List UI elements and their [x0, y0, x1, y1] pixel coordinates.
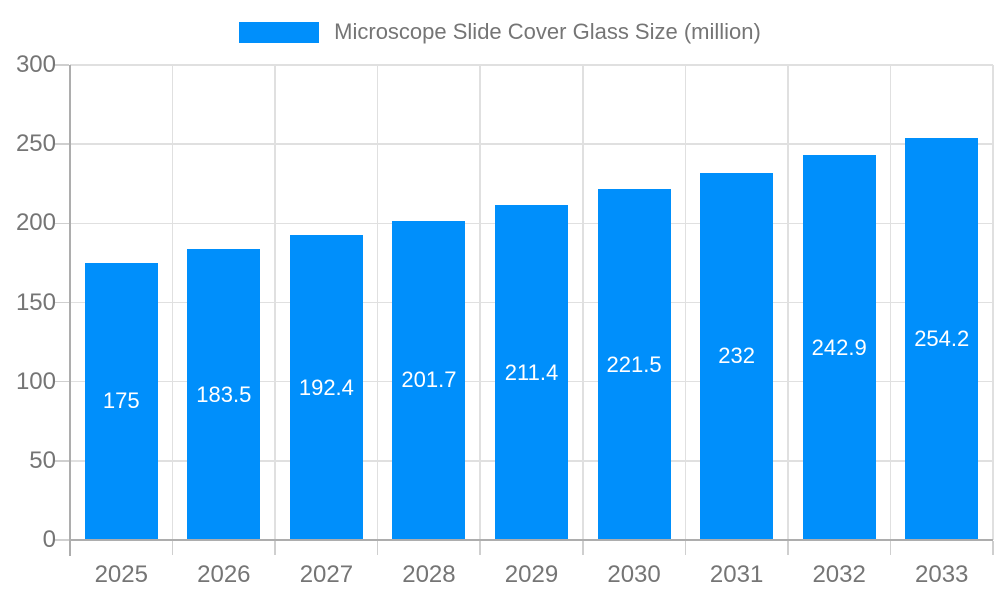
gridline-vertical: [992, 65, 994, 540]
x-axis-label: 2025: [94, 561, 148, 588]
gridline-vertical: [274, 65, 276, 540]
bar-value-label: 183.5: [196, 381, 252, 407]
bar-value-label: 242.9: [811, 334, 867, 360]
gridline-vertical: [479, 65, 481, 540]
y-axis-tick: [55, 222, 69, 225]
legend-swatch: [239, 21, 320, 43]
y-axis-label: 150: [15, 288, 56, 316]
x-axis-label: 2032: [812, 561, 866, 588]
y-axis-label: 300: [15, 51, 56, 78]
bar[interactable]: 192.4: [289, 235, 363, 540]
y-axis-tick: [55, 539, 69, 541]
bar[interactable]: 183.5: [187, 249, 261, 540]
x-axis-tick: [889, 541, 892, 555]
bar-value-label: 211.4: [504, 359, 559, 385]
y-axis-label: 250: [15, 130, 56, 158]
x-axis-tick: [479, 541, 481, 555]
x-axis-tick: [582, 541, 584, 555]
gridline-vertical: [582, 65, 584, 540]
y-axis-label: 100: [15, 367, 56, 395]
y-axis-label: 200: [15, 209, 56, 237]
bar[interactable]: 201.7: [392, 220, 466, 540]
x-axis-tick: [787, 541, 789, 555]
bar[interactable]: 232: [700, 172, 774, 540]
y-axis-tick: [55, 460, 69, 462]
bar-value-label: 192.4: [298, 374, 354, 400]
x-axis-line: [70, 539, 993, 541]
plot-area: 0 50 100 150 200 250 300 175 2025 183.5 2026 192.4 2…: [16, 52, 994, 588]
x-axis-tick: [684, 541, 687, 555]
gridline-vertical: [684, 65, 687, 540]
gridline-vertical: [787, 65, 789, 540]
legend[interactable]: Microscope Slide Cover Glass Size (milli…: [0, 19, 1000, 44]
x-axis-tick: [992, 541, 994, 555]
x-axis-label: 2026: [197, 561, 251, 588]
legend-label: Microscope Slide Cover Glass Size (milli…: [334, 19, 761, 44]
gridline-horizontal: [70, 143, 993, 145]
bar-value-label: 175: [102, 388, 140, 414]
bar-value-label: 232: [718, 343, 755, 369]
bar-value-label: 201.7: [401, 367, 457, 393]
y-axis-tick: [55, 301, 69, 304]
x-axis-label: 2028: [402, 561, 456, 588]
gridline-horizontal: [70, 64, 993, 66]
gridline-vertical: [171, 65, 174, 540]
y-axis-label: 50: [29, 446, 56, 474]
x-axis-tick: [171, 541, 174, 555]
x-axis-label: 2027: [299, 561, 354, 588]
x-axis-label: 2030: [607, 561, 661, 588]
x-axis-tick: [376, 541, 379, 555]
x-axis-tick: [274, 541, 276, 555]
x-axis-label: 2029: [504, 561, 559, 588]
y-axis-tick: [55, 143, 69, 145]
y-axis-label: 0: [42, 526, 56, 553]
x-axis-label: 2033: [915, 561, 969, 588]
bar[interactable]: 211.4: [495, 205, 568, 540]
bar-value-label: 254.2: [914, 325, 970, 351]
bar[interactable]: 175: [84, 262, 158, 540]
gridline-vertical: [889, 65, 892, 540]
y-axis-line: [69, 65, 71, 556]
bar[interactable]: 254.2: [905, 137, 979, 540]
bar[interactable]: 242.9: [802, 155, 876, 540]
x-axis-label: 2031: [709, 561, 764, 588]
y-axis-tick: [55, 380, 69, 383]
bar[interactable]: 221.5: [597, 189, 671, 540]
gridline-vertical: [376, 65, 379, 540]
bar-value-label: 221.5: [606, 351, 662, 377]
y-axis-tick: [55, 64, 69, 66]
